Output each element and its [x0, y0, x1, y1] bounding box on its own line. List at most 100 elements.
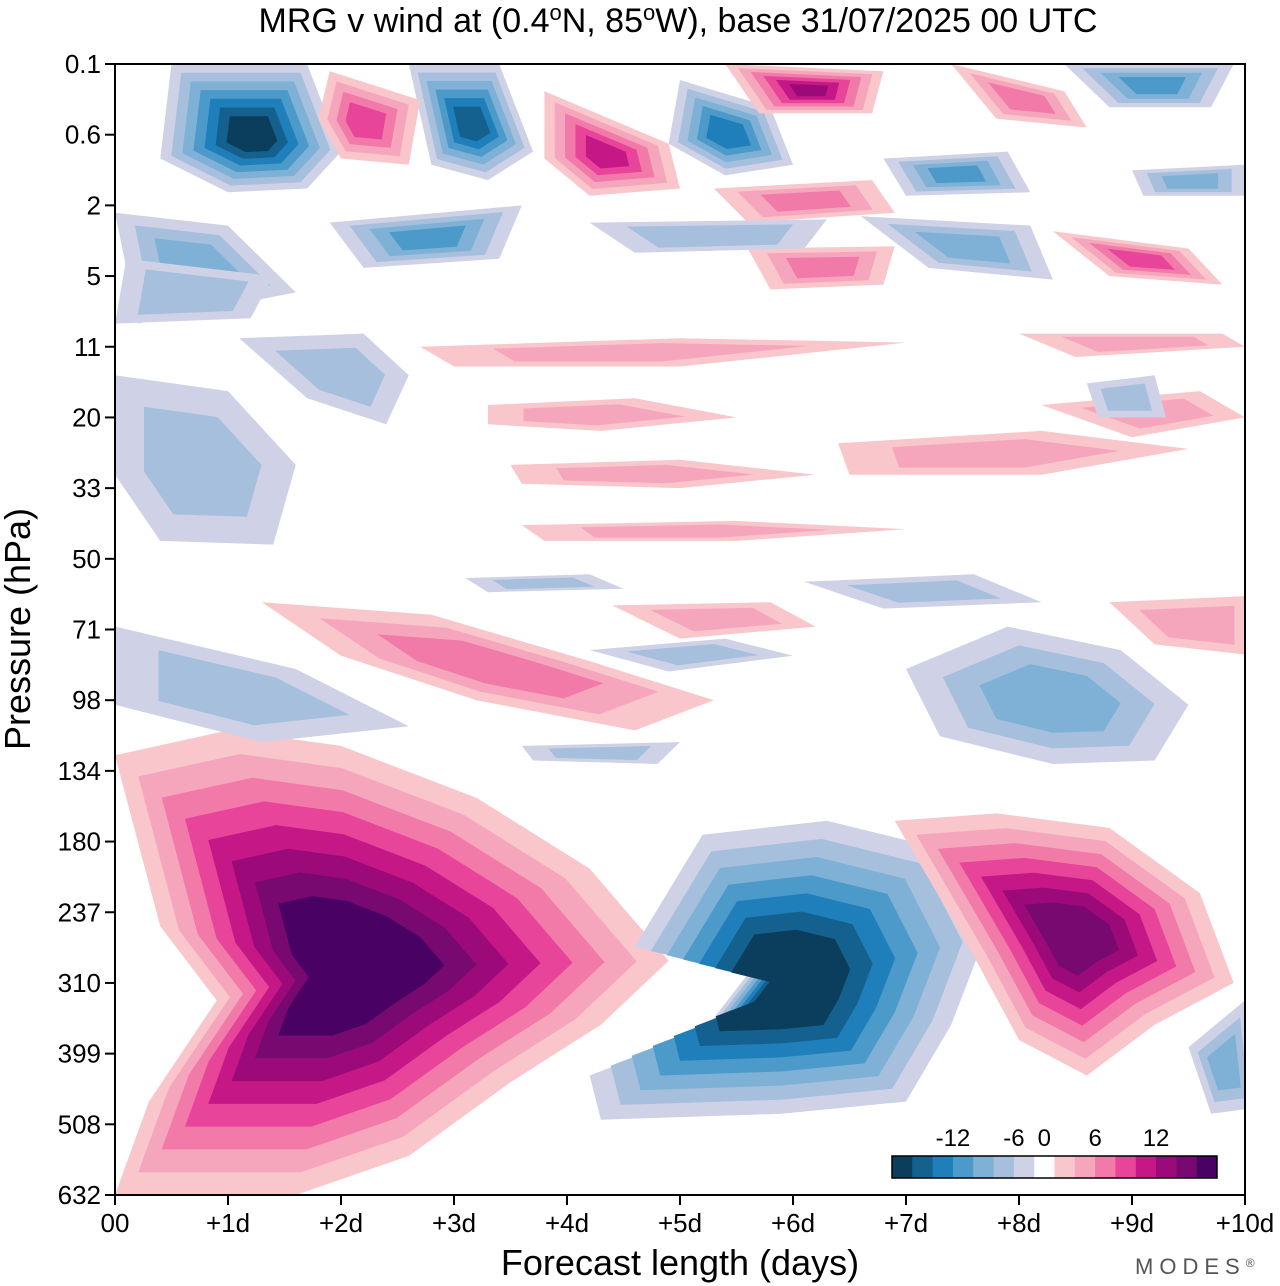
colorbar-swatch: [1115, 1156, 1137, 1178]
colorbar-swatch: [1135, 1156, 1157, 1178]
negative-streak-1-level-2: [144, 406, 262, 517]
y-tick-label: 50: [72, 544, 101, 574]
x-tick-label: +1d: [206, 1208, 250, 1238]
colorbar-swatch: [1074, 1156, 1096, 1178]
colorbar-tick-label: -12: [936, 1125, 971, 1152]
y-axis-label: Pressure (hPa): [0, 508, 38, 750]
x-tick-label: +7d: [884, 1208, 928, 1238]
colorbar-tick-label: 12: [1143, 1125, 1170, 1152]
colorbar-swatch: [912, 1156, 934, 1178]
x-axis-label: Forecast length (days): [501, 1242, 859, 1283]
negative-streak-2: [239, 333, 409, 425]
negative-band-5d-2.5hPa-level-2: [626, 224, 793, 248]
positive-upper-8.5d-level-3: [987, 82, 1056, 114]
x-tick-label: +8d: [997, 1208, 1041, 1238]
colorbar-swatch: [1156, 1156, 1177, 1178]
negative-upper-9d: [1064, 64, 1234, 108]
y-tick-label: 134: [58, 756, 101, 786]
positive-upper-2.5d: [318, 71, 421, 165]
y-tick-label: 237: [58, 897, 101, 927]
y-tick-label: 508: [58, 1109, 101, 1139]
negative-region-bottom-right-level-3: [1206, 1033, 1241, 1091]
negative-upper-8d-3hPa-level-3: [914, 231, 1011, 264]
negative-streak-3-level-2: [158, 650, 350, 726]
positive-upper-6d-2hPa: [713, 180, 895, 223]
negative-upper-9.5d-1hPa-level-3: [1161, 173, 1219, 189]
negative-streak-1: [115, 375, 296, 545]
brand-logo: MODES®: [1135, 1254, 1255, 1279]
negative-upper-8hPa-1.7d-level-2: [137, 269, 249, 315]
y-tick-label: 2: [87, 190, 101, 220]
y-tick-label: 33: [72, 473, 101, 503]
y-tick-label: 0.6: [65, 120, 101, 150]
x-tick-label: +5d: [658, 1208, 702, 1238]
positive-region-lower-left: [115, 730, 669, 1195]
colorbar-swatch: [1054, 1156, 1076, 1178]
colorbar: -12 -6 0 6 12: [891, 1125, 1218, 1179]
x-tick-label: +6d: [771, 1208, 815, 1238]
colorbar-tick-label: 6: [1088, 1125, 1101, 1152]
y-axis: 0.1 0.6 2 5 11 20 33 50 71 98 134 180 237 310 399 508 63…: [58, 49, 115, 1210]
negative-streak-2-level-2: [274, 347, 386, 407]
negative-streak-8-level-2: [1100, 383, 1153, 411]
positive-streak-6: [1019, 333, 1245, 357]
positive-band-71-98-level-3: [377, 634, 604, 699]
positive-streak-9-level-2: [1139, 605, 1235, 645]
colorbar-swatch: [1176, 1156, 1198, 1178]
negative-streak-5-level-2: [846, 580, 1002, 603]
negative-upper-2.5d-3hPa: [329, 205, 522, 268]
positive-streak-5: [838, 430, 1189, 475]
negative-streak-4: [465, 574, 624, 593]
negative-region-right-upper-level-3: [979, 664, 1121, 733]
positive-upper-9d-4hPa-level-4: [1107, 248, 1175, 270]
x-tick-label: +2d: [319, 1208, 363, 1238]
negative-upper-5.5d: [668, 80, 793, 176]
negative-upper-8d-3hPa: [860, 216, 1053, 280]
colorbar-swatch: [973, 1156, 995, 1178]
positive-upper-4.5d: [544, 91, 680, 196]
positive-streak-4-level-2: [580, 524, 831, 538]
chart-title: MRG v wind at (0.4oN, 85oW), base 31/07/…: [259, 0, 1098, 40]
positive-upper-6d-2hPa-level-3: [760, 190, 851, 212]
positive-streak-5-level-2: [892, 439, 1120, 468]
x-axis: 00 +1d +2d +3d +4d +5d +6d +7d +8d +9d +10d: [101, 1195, 1274, 1238]
negative-region-centre: [589, 820, 986, 1120]
negative-upper-8hPa-1.7d: [115, 258, 274, 324]
y-tick-label: 180: [58, 827, 101, 857]
colorbar-swatch: [1095, 1156, 1116, 1178]
y-tick-label: 71: [72, 615, 101, 645]
positive-streak-2-level-2: [523, 404, 686, 426]
colorbar-swatch: [1196, 1156, 1218, 1178]
positive-upper-6d-4hPa: [747, 246, 895, 290]
positive-upper-6d-4hPa-level-3: [785, 256, 860, 279]
y-tick-label: 310: [58, 968, 101, 998]
positive-streak-1: [420, 338, 906, 367]
negative-upper-8d-1hPa-level-4: [927, 165, 987, 184]
negative-region-centre-level-7: [715, 929, 851, 1032]
negative-upper-9.5d-1hPa: [1132, 164, 1245, 196]
y-tick-label: 20: [72, 402, 101, 432]
colorbar-swatch: [993, 1156, 1015, 1178]
colorbar-tick-label: -6: [1003, 1125, 1024, 1152]
positive-streak-3-level-2: [556, 464, 755, 484]
y-tick-label: 5: [87, 261, 101, 291]
negative-streak-5: [804, 574, 1042, 609]
x-tick-label: +3d: [432, 1208, 476, 1238]
x-tick-label: +9d: [1110, 1208, 1154, 1238]
negative-streak-6: [589, 638, 793, 672]
positive-upper-9d-4hPa: [1052, 231, 1223, 285]
y-tick-label: 399: [58, 1039, 101, 1069]
negative-upper-1d-level-7: [226, 116, 278, 153]
negative-streak-7-level-2: [548, 746, 652, 761]
negative-upper-8d-1hPa: [883, 151, 1031, 196]
colorbar-swatch: [892, 1156, 913, 1178]
negative-streak-7: [521, 742, 680, 764]
positive-streak-2: [487, 398, 737, 431]
colorbar-swatch: [952, 1156, 974, 1178]
positive-region-right: [894, 813, 1234, 1076]
negative-upper-3d: [408, 64, 534, 181]
positive-streak-4: [521, 520, 906, 541]
negative-streak-3: [115, 626, 409, 743]
positive-upper-4.5d-level-5: [585, 135, 630, 169]
colorbar-swatch: [1013, 1156, 1035, 1178]
